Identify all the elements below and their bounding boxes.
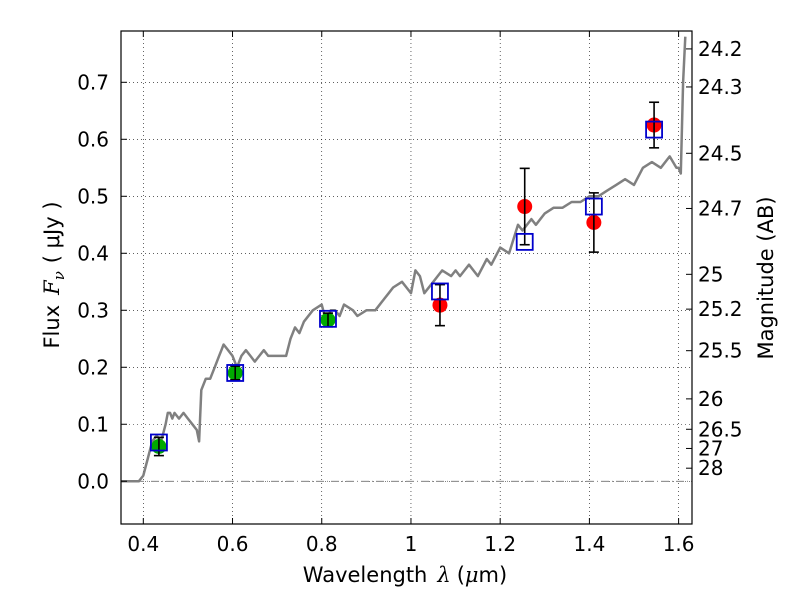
y-tick-label: 0.1 [77, 412, 109, 436]
x-axis-label-prefix: Wavelength [303, 563, 428, 587]
mag-tick-label: 24.2 [698, 37, 743, 61]
x-axis-label-open: ( [457, 563, 465, 587]
grid-layer [121, 31, 692, 524]
mag-tick-label: 25.5 [698, 339, 743, 363]
mag-tick-label: 25.2 [698, 297, 743, 321]
x-tick-label: 1.6 [663, 532, 695, 556]
x-tick-label: 0.8 [306, 532, 338, 556]
x-tick-label: 1.4 [573, 532, 605, 556]
y-axis-label-symbol: F [40, 279, 64, 296]
plot-frame [120, 30, 693, 525]
y-axis-label-units: ( μJy ) [40, 201, 64, 263]
model-box [645, 120, 663, 139]
y-tick-label: 0.5 [77, 184, 109, 208]
x-axis-label-units: m) [479, 563, 508, 587]
y-tick-label: 0.2 [77, 355, 109, 379]
mag-tick-label: 24.3 [698, 75, 743, 99]
mag-tick-label: 26.5 [698, 417, 743, 441]
mag-tick-label: 27 [698, 436, 723, 460]
model-box [226, 364, 245, 382]
mag-tick-label: 26 [698, 387, 723, 411]
mag-tick-label: 24.7 [698, 196, 743, 220]
y-tick-label: 0.3 [77, 298, 109, 322]
x-tick-label: 1 [405, 532, 418, 556]
model-box [150, 433, 168, 452]
ticks-layer: 0.4 0.6 0.8 1 1.2 1.4 1.6 0.0 0.1 0.2 0.3 0.4 0.5 0.6… [77, 31, 743, 556]
model-box [319, 309, 337, 328]
y-axis-label-subscript: ν [50, 271, 68, 280]
mag-tick-label: 25 [698, 262, 723, 286]
mag-tick-label: 28 [698, 456, 723, 480]
mag-tick-label: 24.5 [698, 141, 743, 165]
x-tick-label: 0.4 [127, 532, 159, 556]
model-sed-line [121, 36, 687, 483]
model-box [515, 232, 534, 251]
model-box [431, 282, 449, 301]
y-tick-label: 0.4 [77, 241, 109, 265]
x-axis-label: Wavelength λ (μm) [303, 563, 507, 587]
marks-layer [150, 101, 663, 457]
model-box [584, 197, 603, 216]
y-tick-label: 0.7 [77, 70, 109, 94]
x-tick-label: 0.6 [217, 532, 249, 556]
x-axis-label-mu: μ [465, 563, 479, 587]
y-tick-label: 0.6 [77, 127, 109, 151]
x-axis-label-symbol: λ [436, 563, 450, 587]
y-axis-label: Flux Fν ( μJy ) [40, 201, 68, 348]
magnitude-axis-label: Magnitude (AB) [754, 196, 778, 359]
x-tick-label: 1.2 [484, 532, 516, 556]
y-tick-label: 0.0 [77, 469, 109, 493]
y-axis-label-prefix: Flux [40, 305, 64, 349]
